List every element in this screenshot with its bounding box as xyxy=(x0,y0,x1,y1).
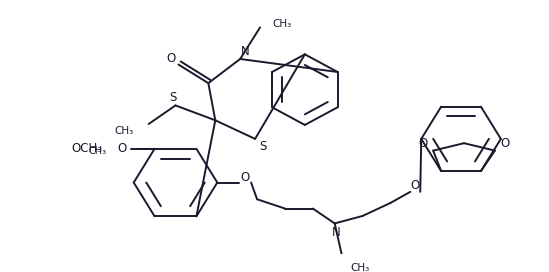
Text: O: O xyxy=(240,171,250,184)
Text: CH₃: CH₃ xyxy=(351,263,370,272)
Text: O: O xyxy=(166,52,175,64)
Text: N: N xyxy=(332,226,341,239)
Text: S: S xyxy=(259,140,267,153)
Text: O: O xyxy=(117,142,127,155)
Text: O: O xyxy=(411,179,420,192)
Text: CH₃: CH₃ xyxy=(272,19,292,29)
Text: S: S xyxy=(169,91,176,104)
Text: OCH₃: OCH₃ xyxy=(72,142,103,155)
Text: CH₃: CH₃ xyxy=(89,146,107,156)
Text: CH₃: CH₃ xyxy=(114,125,134,135)
Text: O: O xyxy=(500,137,509,150)
Text: N: N xyxy=(241,45,250,58)
Text: O: O xyxy=(419,137,428,150)
